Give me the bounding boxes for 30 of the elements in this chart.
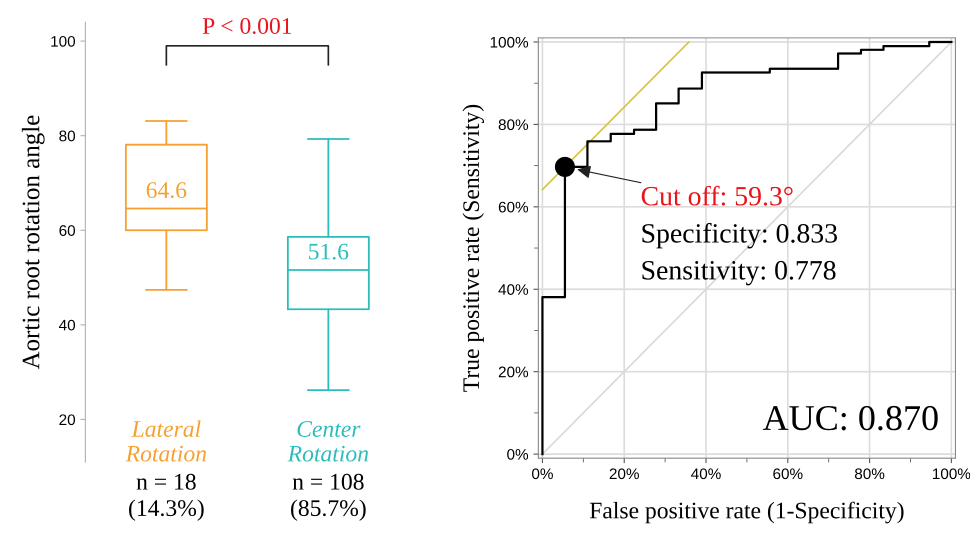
- y-tick-label: 80: [59, 130, 76, 142]
- y-tick-label: 40: [58, 320, 76, 331]
- x-axis-title: False positive rate (1-Specificity): [590, 502, 904, 524]
- x-tick-label: 100%: [932, 468, 970, 480]
- x-tick-label: 40%: [691, 468, 721, 480]
- annotation: Sensitivity: 0.778: [642, 260, 836, 286]
- annotation: P < 0.001: [202, 18, 292, 34]
- y-tick-label: 80%: [498, 119, 528, 130]
- x-tick-label: Lateral Rotation: [126, 420, 206, 462]
- y-tick-label: 40%: [498, 284, 528, 295]
- y-axis-title: Aortic root rotation angle: [22, 116, 45, 370]
- y-tick-label: 100: [51, 36, 76, 47]
- text: n = 18 (14.3%): [129, 474, 204, 521]
- text: 51.6: [309, 244, 348, 260]
- x-tick-label: 80%: [854, 468, 884, 480]
- text: 64.6: [146, 182, 186, 198]
- text: n = 108 (85.7%): [291, 474, 366, 521]
- x-tick-label: 0%: [532, 468, 553, 480]
- y-tick-label: 100%: [490, 36, 528, 48]
- y-tick-label: 60%: [498, 202, 528, 213]
- y-axis-title: True positive rate (Sensitivity): [462, 104, 484, 392]
- x-tick-label: 20%: [610, 468, 639, 480]
- y-tick-label: 20%: [498, 366, 528, 378]
- y-tick-label: 60: [59, 225, 76, 236]
- x-tick-label: Center Rotation: [288, 421, 368, 462]
- annotation: Specificity: 0.833: [642, 222, 837, 248]
- x-tick-label: 60%: [773, 468, 803, 480]
- annotation: AUC: 0.870: [762, 406, 938, 430]
- annotation: Cut off: 59.3°: [642, 186, 793, 206]
- y-tick-label: 20: [59, 414, 76, 426]
